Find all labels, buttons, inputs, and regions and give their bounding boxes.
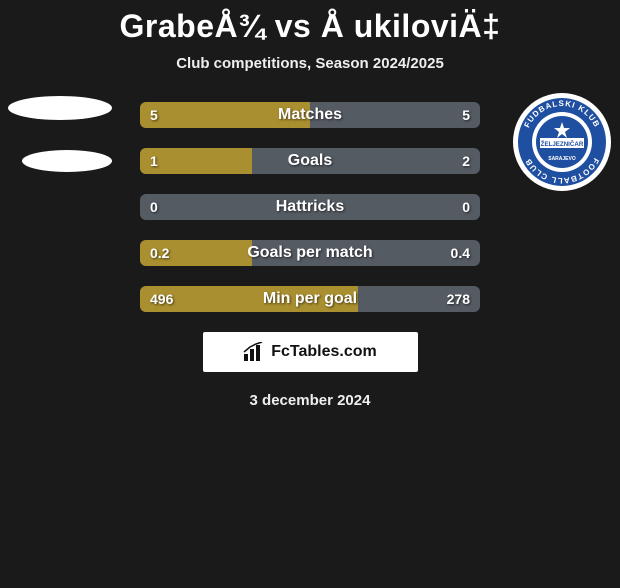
comparison-region: FUDBALSKI KLUB FOOTBALL CLUB ŽELJEZNIČAR… (0, 102, 620, 409)
generated-date: 3 december 2024 (0, 392, 620, 409)
subtitle: Club competitions, Season 2024/2025 (0, 55, 620, 72)
stat-label: Min per goal (140, 286, 480, 312)
bars-chart-icon (243, 342, 265, 362)
stat-value-left: 1 (150, 148, 158, 174)
stat-label: Matches (140, 102, 480, 128)
stat-label: Goals (140, 148, 480, 174)
team-left-badge (8, 92, 112, 212)
stat-value-right: 0.4 (451, 240, 470, 266)
stat-row: 5 5Matches (140, 102, 480, 128)
ellipse (22, 150, 112, 172)
stat-row: 1 2Goals (140, 148, 480, 174)
stat-value-left: 496 (150, 286, 173, 312)
stat-value-right: 278 (447, 286, 470, 312)
stat-label: Goals per match (140, 240, 480, 266)
stat-value-left: 5 (150, 102, 158, 128)
stat-row: 0 0Hattricks (140, 194, 480, 220)
page-title: GrabeÅ¾ vs Å ukiloviÄ‡ (0, 8, 620, 45)
ellipse (8, 96, 112, 120)
club-crest-icon: FUDBALSKI KLUB FOOTBALL CLUB ŽELJEZNIČAR… (512, 92, 612, 192)
stat-value-right: 2 (462, 148, 470, 174)
stats-bars: 5 5Matches 1 2Goals 0 0Hattricks 0.2 0.4Goals p… (140, 102, 480, 312)
svg-text:ŽELJEZNIČAR: ŽELJEZNIČAR (541, 140, 584, 148)
stat-value-right: 0 (462, 194, 470, 220)
brand-text: FcTables.com (271, 343, 377, 361)
team-right-badge: FUDBALSKI KLUB FOOTBALL CLUB ŽELJEZNIČAR… (512, 92, 612, 197)
svg-text:SARAJEVO: SARAJEVO (548, 156, 576, 162)
stat-value-right: 5 (462, 102, 470, 128)
placeholder-badge-icon (8, 92, 112, 212)
stat-value-left: 0 (150, 194, 158, 220)
stat-label: Hattricks (140, 194, 480, 220)
stat-row: 496 278Min per goal (140, 286, 480, 312)
brand-box[interactable]: FcTables.com (203, 332, 418, 372)
stat-value-left: 0.2 (150, 240, 169, 266)
stat-row: 0.2 0.4Goals per match (140, 240, 480, 266)
